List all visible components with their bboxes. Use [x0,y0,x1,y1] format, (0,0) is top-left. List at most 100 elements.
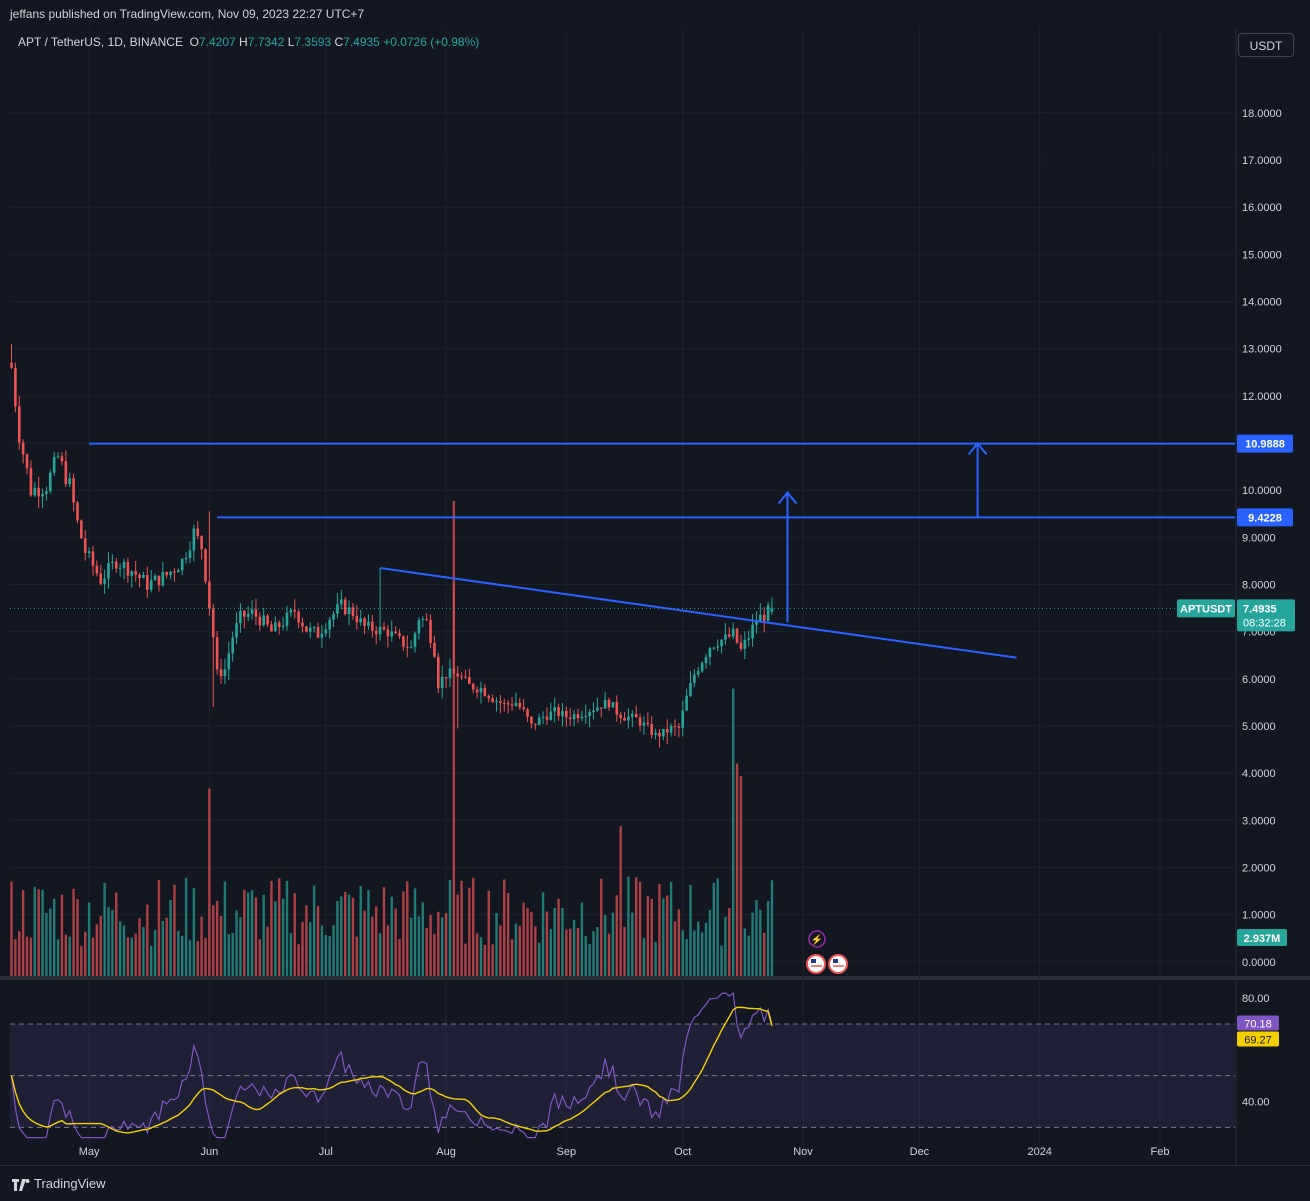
candle-body [398,633,401,637]
candle-body [184,557,188,559]
volume-bar [755,900,758,976]
us-flag-icon [828,954,848,974]
candle-body [662,728,665,737]
volume-bar [596,926,599,976]
volume-bar [212,905,215,976]
volume-bar [371,916,374,976]
candle-body [425,618,428,621]
volume-bar [351,897,355,976]
candle-body [615,702,619,715]
candle-body [56,456,60,458]
volume-bar [638,881,642,976]
candle-body [623,718,626,721]
candle-body [320,633,324,638]
candle-body [328,619,331,630]
candle-body [351,607,355,616]
candle-body [499,701,502,703]
candle-body [126,561,130,576]
candle-body [87,551,91,553]
volume-bar [80,945,83,976]
volume-bar [386,925,390,976]
volume-bar [561,907,564,976]
candle-body [712,647,716,649]
candle-body [518,702,522,708]
candle-body [246,613,250,617]
symbol-tag-bg [1177,599,1235,618]
candle-body [611,702,615,708]
volume-bar [157,879,161,976]
candle-body [728,634,731,637]
tradingview-logo-icon [12,1179,30,1191]
volume-bar [382,887,386,976]
pane-separator [0,976,1310,980]
close-value: 7.4935 [343,35,380,49]
candle-body [308,627,312,632]
volume-bar [231,932,234,976]
candle-body [545,716,549,720]
candle-body [429,620,432,643]
volume-bar [766,900,770,976]
candle-body [343,599,347,614]
y-tick-label: 17.0000 [1242,155,1282,167]
symbol-legend[interactable]: APT / TetherUS, 1D, BINANCE O7.4207 H7.7… [18,35,479,49]
y-tick-label: 10.0000 [1242,485,1282,497]
candle-body [646,722,650,725]
volume-bar [681,930,684,976]
currency-button[interactable]: USDT [1238,33,1294,57]
y-tick-label: 8.0000 [1242,580,1276,592]
symbol-name[interactable]: APT / TetherUS, 1D, BINANCE [18,35,183,49]
candle-body [421,618,425,621]
volume-bar [52,898,56,976]
candle-body [64,461,68,485]
volume-bar [332,925,335,976]
volume-bar [14,939,17,976]
candle-body [743,639,747,649]
rsi-tick-label: 80.00 [1242,993,1270,1005]
candle-body [541,716,545,718]
candle-body [25,454,29,469]
volume-bar [421,902,424,976]
symbol-tag: APTUSDT [1180,603,1232,615]
candle-body [402,636,405,647]
y-tick-label: 14.0000 [1242,297,1282,309]
candle-body [514,702,518,706]
volume-bar [541,892,545,976]
candle-body [200,536,203,550]
volume-bar [534,926,537,976]
candle-body [235,623,238,638]
candle-body [731,628,735,637]
candles-group [10,344,774,748]
candle-body [122,561,126,568]
candle-body [188,550,192,558]
volume-bar [45,913,48,976]
candle-body [553,707,556,712]
volume-bar [84,931,87,976]
volume-bar [437,911,440,976]
candle-body [747,638,750,640]
volume-bar [607,933,611,976]
us-flag-icon [811,959,816,963]
volume-bar [99,915,102,976]
volume-bar [305,905,308,976]
candle-body [45,491,48,494]
volume-bar [219,915,223,976]
candle-body [347,607,351,614]
volume-bar [130,937,133,976]
rsi-value-bg [1237,1015,1279,1031]
volume-bar [662,898,665,976]
tradingview-logo[interactable]: TradingView [12,1176,106,1191]
volume-bar [603,915,607,976]
volume-bar [739,776,743,976]
volume-bar [731,688,735,976]
volume-bar [634,877,638,976]
rsi-ma-value-label: 69.27 [1244,1034,1272,1046]
candle-body [708,647,712,658]
candle-body [324,629,328,634]
volume-bar [258,939,262,976]
volume-bar [751,912,754,976]
candle-body [464,676,467,678]
volume-bar [56,939,60,976]
chart-canvas[interactable]: 18.0000 17.0000 16.0000 15.0000 14.0000 13.00… [0,28,1310,1165]
chart-area[interactable]: 18.0000 17.0000 16.0000 15.0000 14.0000 13.00… [0,28,1310,1165]
candle-body [592,710,595,713]
